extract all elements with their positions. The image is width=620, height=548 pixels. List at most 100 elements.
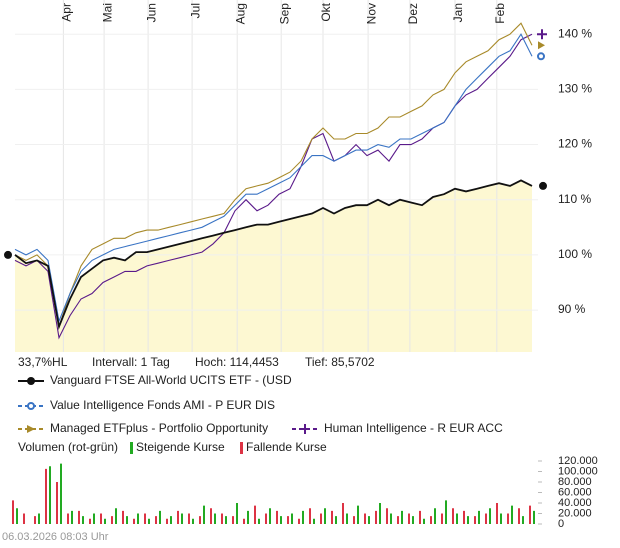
volume-bar: [533, 510, 535, 524]
x-tick-label: Sep: [277, 3, 291, 25]
info-interval: Intervall: 1 Tag: [92, 355, 170, 369]
volume-bar: [265, 513, 267, 524]
volume-bar: [214, 513, 216, 524]
series-line: [14, 179, 533, 330]
legend-item: Managed ETFplus - Portfolio Opportunity: [18, 421, 268, 435]
volume-bar: [434, 508, 436, 524]
volume-bar: [452, 508, 454, 524]
volume-bar: [401, 510, 403, 524]
y-tick-label: 140 %: [558, 26, 592, 40]
legend-item: Vanguard FTSE All-World UCITS ETF - (USD: [18, 373, 292, 387]
volume-bar: [496, 503, 498, 524]
x-tick-label: Apr: [60, 3, 74, 22]
start-dot: [4, 250, 12, 259]
volume-bar: [342, 503, 344, 524]
volume-bar: [100, 513, 102, 524]
volume-bar: [122, 510, 124, 524]
legend-marker: [27, 402, 35, 410]
legend-marker: [27, 425, 35, 433]
info-hl: 33,7%HL: [18, 355, 68, 369]
volume-bar: [258, 518, 260, 524]
legend-label: Human Intelligence - R EUR ACC: [324, 421, 503, 435]
volume-bar: [291, 513, 293, 524]
volume-bar: [181, 513, 183, 524]
y-tick-label: 100.000: [558, 465, 598, 477]
volume-bar: [357, 505, 359, 524]
volume-bar: [379, 503, 381, 524]
x-tick-label: Feb: [493, 3, 507, 24]
volume-bar: [78, 510, 80, 524]
x-tick-label: Mai: [100, 3, 114, 22]
volume-bar: [38, 513, 40, 524]
volume-bar: [522, 516, 524, 524]
volume-bar: [210, 508, 212, 524]
volume-bar: [456, 513, 458, 524]
x-tick-label: Jun: [144, 3, 158, 22]
y-tick-label: 100 %: [558, 247, 592, 261]
volume-bar: [254, 505, 256, 524]
end-marker: [538, 41, 545, 50]
volume-bar: [155, 516, 157, 524]
area-fill: [15, 180, 532, 352]
volume-bar: [529, 505, 531, 524]
volume-bar: [148, 518, 150, 524]
volume-bar: [82, 516, 84, 524]
volume-bar: [375, 510, 377, 524]
volume-bar: [280, 516, 282, 524]
y-tick-label: 110 %: [558, 192, 591, 206]
y-tick-label: 20.000: [558, 507, 592, 519]
volume-bar: [298, 518, 300, 524]
volume-bar: [71, 510, 73, 524]
volume-bar: [474, 516, 476, 524]
volume-bar: [302, 510, 304, 524]
end-dot: [539, 181, 547, 190]
y-tick-label: 0: [558, 518, 564, 530]
y-tick-label: 90 %: [558, 302, 586, 316]
volume-bar: [247, 510, 249, 524]
end-marker: [537, 52, 545, 61]
volume-bar: [511, 505, 513, 524]
volume-bar: [243, 518, 245, 524]
timestamp: 06.03.2026 08:03 Uhr: [2, 531, 109, 543]
x-tick-label: Okt: [319, 2, 333, 21]
volume-bar: [386, 508, 388, 524]
volume-bar: [419, 510, 421, 524]
volume-bar: [423, 518, 425, 524]
volume-bar: [89, 518, 91, 524]
legend-label: Fallende Kurse: [246, 440, 327, 454]
y-tick-label: 80.000: [558, 476, 592, 488]
volume-bar: [368, 516, 370, 524]
legend-label: Vanguard FTSE All-World UCITS ETF - (USD: [50, 373, 292, 387]
volume-bar: [16, 508, 18, 524]
end-marker: [537, 29, 547, 40]
x-tick-label: Dez: [406, 3, 420, 24]
volume-bar: [93, 513, 95, 524]
legend-item: Value Intelligence Fonds AMI - P EUR DIS: [18, 398, 275, 412]
volume-bar: [269, 508, 271, 524]
legend-item: Human Intelligence - R EUR ACC: [292, 421, 503, 435]
volume-bar: [287, 516, 289, 524]
legend-swatch: [130, 442, 133, 454]
volume-bar: [507, 513, 509, 524]
x-tick-label: Jul: [188, 3, 202, 18]
volume-bar: [23, 513, 25, 524]
volume-bar: [34, 516, 36, 524]
volume-bar: [133, 518, 135, 524]
legend-marker: [27, 377, 35, 385]
legend-marker: [300, 424, 310, 434]
volume-bar: [45, 468, 47, 524]
volume-bar: [313, 518, 315, 524]
volume-bar: [104, 518, 106, 524]
volume-bar: [236, 503, 238, 524]
volume-bar: [126, 516, 128, 524]
volume-bar: [137, 513, 139, 524]
volume-bar: [441, 513, 443, 524]
volume-bar: [309, 508, 311, 524]
volume-title: Volumen (rot-grün): [18, 440, 118, 454]
volume-bar: [56, 482, 58, 524]
y-tick-label: 40.000: [558, 497, 592, 509]
volume-bar: [115, 508, 117, 524]
volume-bar: [232, 516, 234, 524]
legend-label: Managed ETFplus - Portfolio Opportunity: [50, 421, 268, 435]
